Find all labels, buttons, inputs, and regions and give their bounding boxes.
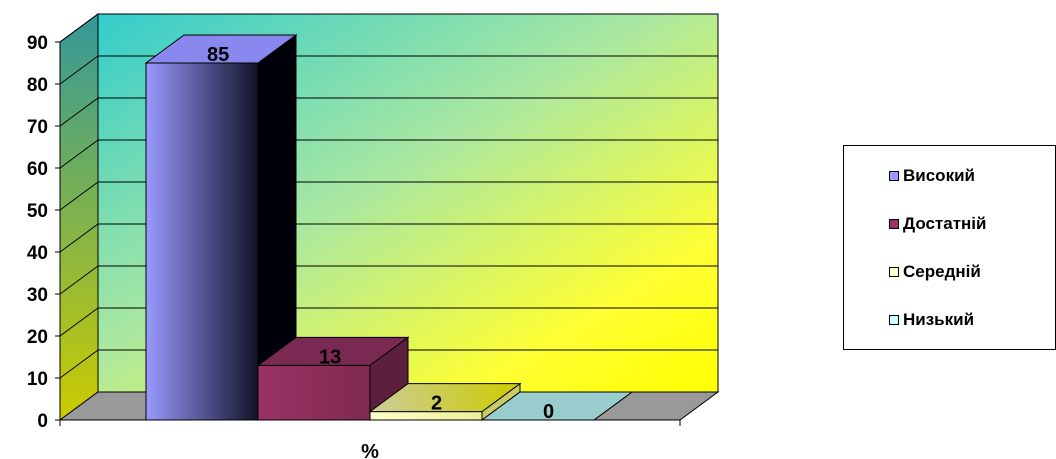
legend-swatch <box>889 315 899 325</box>
gridline-side <box>59 181 99 211</box>
y-tick-label: 50 <box>27 201 48 222</box>
data-label: 13 <box>319 346 341 368</box>
legend-label: Достатній <box>903 214 987 233</box>
bar-top <box>368 383 522 413</box>
y-tick-label: 0 <box>37 411 48 432</box>
y-tick-label: 80 <box>27 75 48 96</box>
x-axis: % <box>59 419 681 459</box>
y-tick-label: 70 <box>27 117 48 138</box>
gridline-side <box>59 139 99 169</box>
x-category-label: % <box>361 441 379 459</box>
y-tick-label: 20 <box>27 327 48 348</box>
y-tick-label: 90 <box>27 33 48 54</box>
bar-2 <box>256 336 410 421</box>
gridline-side <box>59 307 99 337</box>
bar-front <box>369 411 483 421</box>
data-labels: 85 13 2 0 <box>207 44 554 423</box>
gridline-side <box>59 223 99 253</box>
data-label: 2 <box>431 393 442 415</box>
gridline-side <box>59 265 99 295</box>
gridline-side <box>59 349 99 379</box>
legend: Високий Достатній Середній Низький <box>843 145 1056 350</box>
bar-1 <box>144 34 298 421</box>
legend-item: Достатній <box>889 214 986 234</box>
gridline-side <box>59 13 99 43</box>
bar-3 <box>368 382 522 421</box>
data-label: 85 <box>207 44 229 66</box>
data-label: 0 <box>543 401 554 423</box>
bar-top <box>256 336 410 366</box>
y-axis-ticks: 0 10 20 30 40 50 60 70 80 90 <box>27 33 61 432</box>
gridline-side <box>59 55 99 85</box>
legend-label: Низький <box>903 310 975 329</box>
bar-front <box>145 62 259 421</box>
legend-item: Низький <box>889 310 974 330</box>
gridline-side <box>59 97 99 127</box>
bar-top <box>144 34 298 64</box>
y-tick-label: 30 <box>27 285 48 306</box>
legend-label: Високий <box>903 166 975 185</box>
legend-item: Середній <box>889 262 981 282</box>
legend-swatch <box>889 171 899 181</box>
y-tick-label: 60 <box>27 159 48 180</box>
legend-swatch <box>889 267 899 277</box>
bars <box>144 34 634 421</box>
legend-item: Високий <box>889 166 975 186</box>
legend-swatch <box>889 219 899 229</box>
bar-front <box>257 364 371 421</box>
side-wall <box>59 13 99 421</box>
y-tick-label: 10 <box>27 369 48 390</box>
y-tick-label: 40 <box>27 243 48 264</box>
legend-label: Середній <box>903 262 981 281</box>
